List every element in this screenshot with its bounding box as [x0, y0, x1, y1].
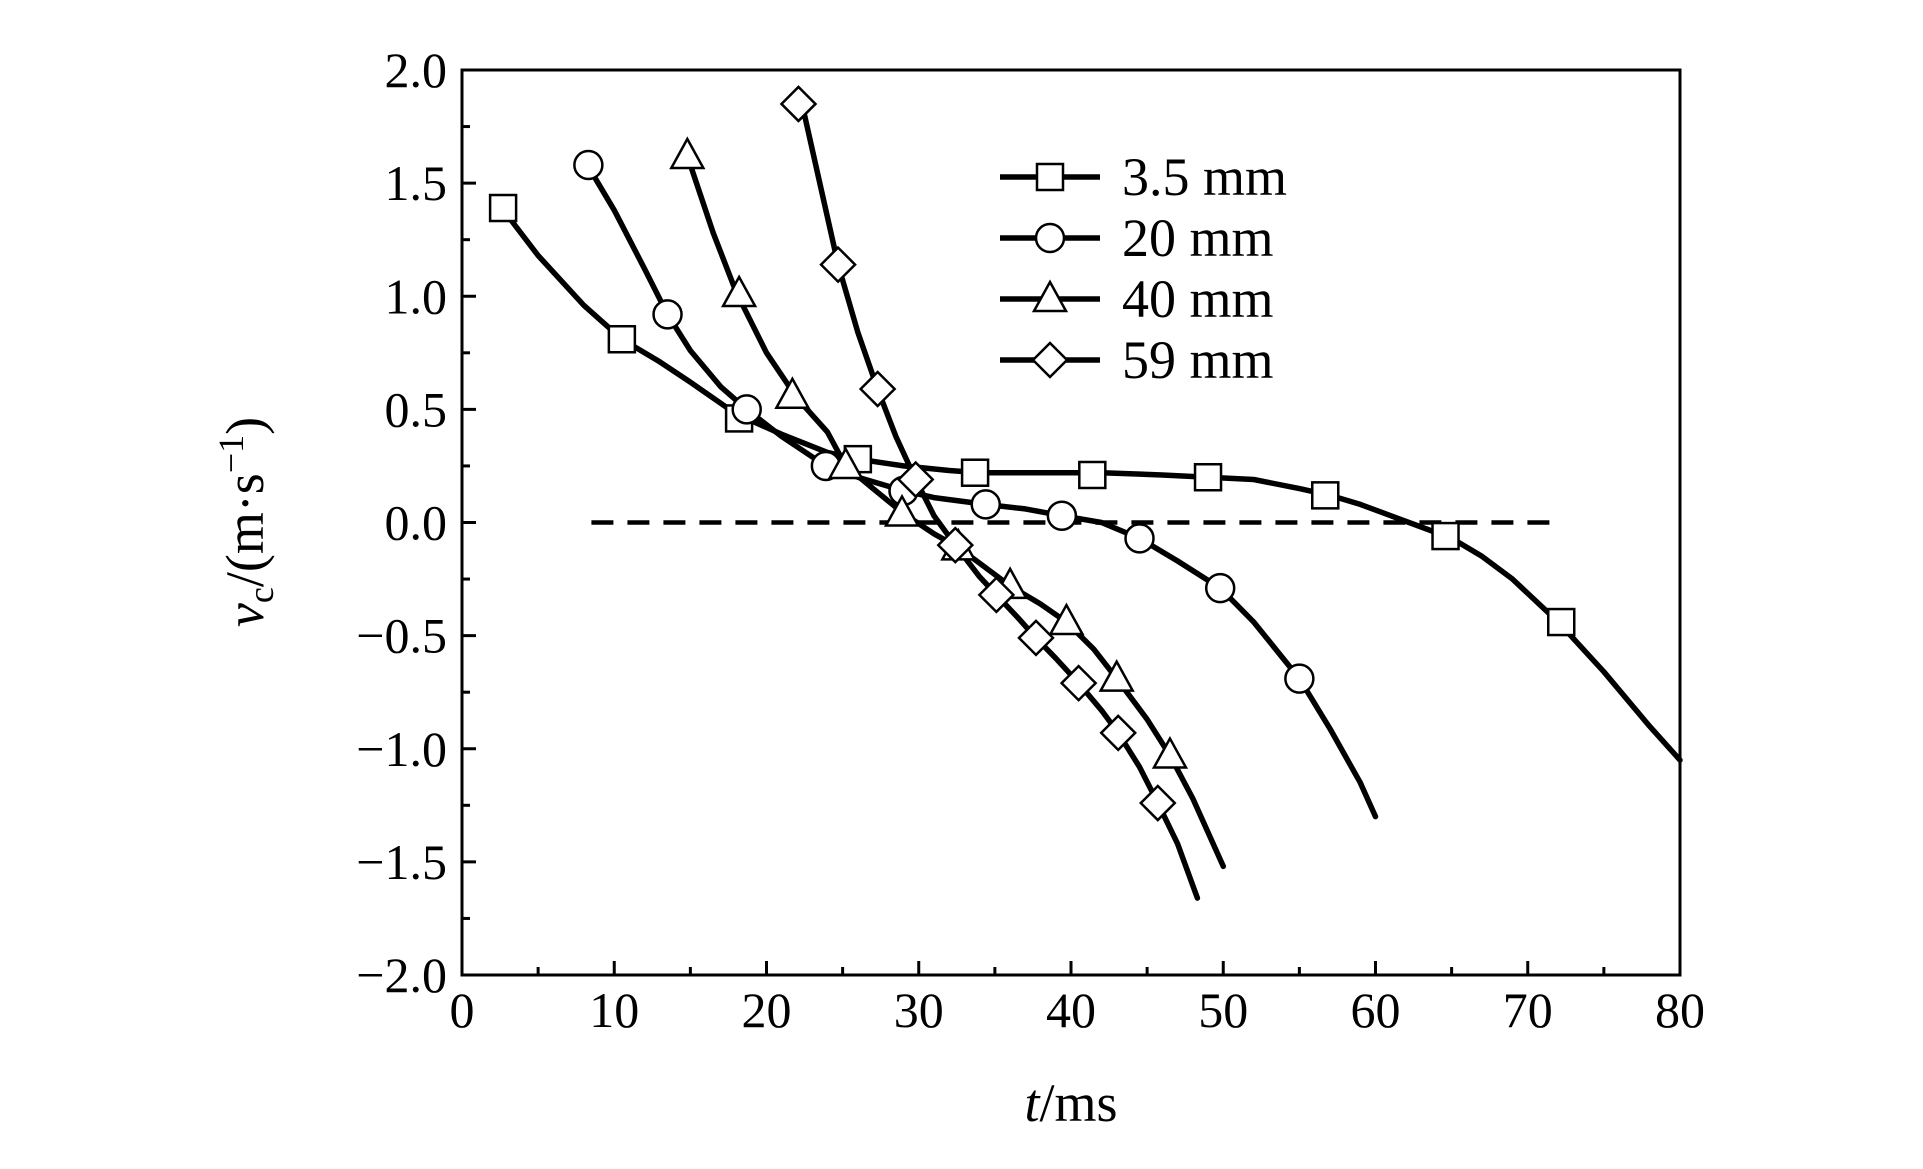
x-tick-label: 0	[450, 982, 475, 1038]
marker-square	[1431, 521, 1460, 551]
legend-label: 59 mm	[1122, 330, 1274, 390]
marker-circle	[731, 394, 762, 425]
series-markers	[488, 85, 1576, 822]
y-tick-labels: 2.0 1.5 1.0 0.5 0.0 −0.5 −1.0 −1.5 −2.0	[356, 42, 447, 1003]
y-tick-label: 2.0	[385, 42, 448, 98]
x-tick-label: 80	[1655, 982, 1705, 1038]
marker-diamond	[936, 526, 975, 564]
marker-diamond	[1017, 619, 1055, 657]
series-lines	[497, 112, 1683, 901]
marker-triangle	[720, 274, 758, 308]
x-axis-unit: /ms	[1039, 1073, 1117, 1133]
y-tick-label: −1.5	[356, 834, 447, 890]
x-tick-label: 30	[894, 982, 944, 1038]
marker-triangle	[883, 493, 921, 527]
x-tick-label: 40	[1046, 982, 1096, 1038]
y-tick-label: −0.5	[356, 608, 447, 664]
y-axis-sub: c	[241, 587, 281, 603]
marker-diamond	[1059, 664, 1098, 702]
axis-ticks	[460, 68, 1682, 977]
plot-area	[460, 68, 1683, 977]
marker-square	[1193, 463, 1223, 492]
y-axis-label: vc/(m·s−1)	[211, 417, 281, 627]
marker-square	[607, 324, 637, 354]
marker-circle	[1124, 523, 1155, 554]
marker-square	[1311, 481, 1340, 510]
y-axis-unit-post: )	[215, 417, 275, 435]
legend-label: 20 mm	[1122, 208, 1274, 268]
y-tick-label: 0.5	[385, 381, 448, 437]
marker-diamond	[977, 576, 1016, 614]
marker-circle	[573, 149, 604, 181]
marker-triangle	[1151, 735, 1189, 769]
x-axis-var: t	[1024, 1073, 1041, 1133]
legend-label: 3.5 mm	[1122, 147, 1287, 207]
y-tick-label: 1.0	[385, 268, 448, 324]
x-tick-label: 70	[1503, 982, 1553, 1038]
marker-triangle	[1031, 279, 1069, 313]
marker-triangle	[1048, 602, 1085, 636]
y-axis-var: v	[215, 603, 275, 627]
marker-circle	[1204, 572, 1236, 604]
marker-circle	[1034, 222, 1066, 254]
legend-label: 40 mm	[1122, 269, 1274, 329]
marker-circle	[970, 489, 1001, 520]
marker-square	[960, 458, 990, 487]
y-tick-label: 0.0	[385, 495, 448, 551]
marker-diamond	[858, 370, 897, 408]
series-line	[497, 203, 1683, 763]
y-axis-unit-pre: /(m·s	[215, 473, 275, 587]
marker-diamond	[1031, 341, 1069, 379]
marker-triangle	[1098, 659, 1135, 692]
marker-circle	[1046, 500, 1078, 531]
marker-square	[1546, 607, 1576, 637]
x-tick-label: 10	[589, 982, 639, 1038]
y-tick-label: −1.0	[356, 721, 447, 777]
marker-diamond	[1139, 784, 1177, 822]
x-tick-labels: 0 10 20 30 40 50 60 70 80	[450, 982, 1706, 1038]
marker-square	[1078, 460, 1107, 490]
marker-square	[1035, 162, 1065, 192]
marker-diamond	[819, 245, 857, 284]
marker-triangle	[774, 376, 811, 410]
marker-triangle	[827, 446, 864, 480]
series-line	[588, 169, 1379, 820]
x-tick-label: 50	[1198, 982, 1248, 1038]
y-axis-unit-sup: −1	[211, 435, 251, 473]
marker-diamond	[779, 85, 818, 123]
marker-diamond	[896, 460, 935, 499]
x-tick-label: 20	[742, 982, 792, 1038]
x-axis-label: t/ms	[1024, 1073, 1117, 1133]
marker-diamond	[1099, 714, 1137, 752]
marker-triangle	[669, 136, 706, 170]
marker-circle	[652, 299, 683, 330]
y-tick-label: −2.0	[356, 947, 447, 1003]
marker-circle	[1284, 663, 1315, 694]
x-tick-label: 60	[1351, 982, 1401, 1038]
marker-square	[488, 193, 518, 223]
y-tick-label: 1.5	[385, 155, 448, 211]
